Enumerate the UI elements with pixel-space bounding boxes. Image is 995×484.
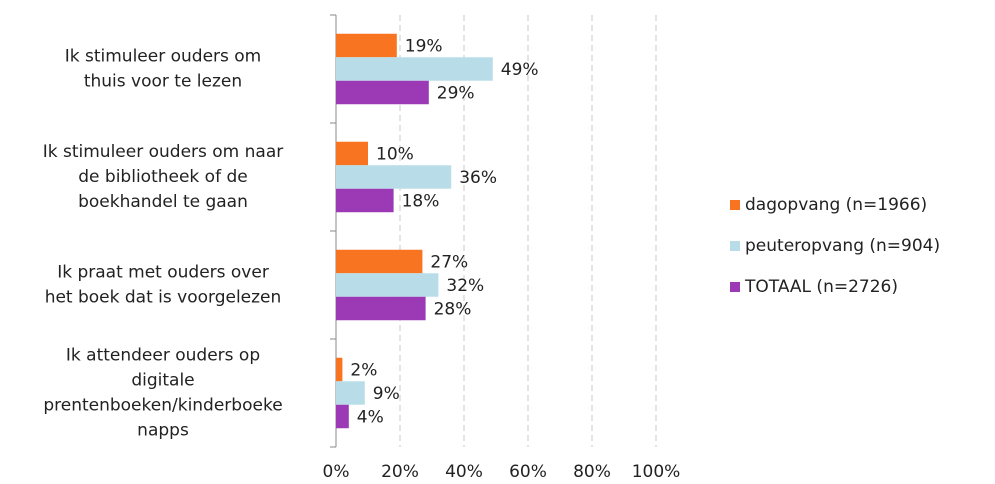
- category-label-line: Ik praat met ouders over: [57, 263, 269, 283]
- x-tick-label: 20%: [381, 462, 419, 482]
- value-label: 32%: [446, 276, 484, 296]
- x-tick-label: 40%: [445, 462, 483, 482]
- category-label-line: Ik stimuleer ouders om: [65, 47, 262, 67]
- x-tick-label: 60%: [509, 462, 547, 482]
- legend-label: dagopvang (n=1966): [745, 195, 927, 215]
- legend-swatch: [730, 200, 740, 210]
- category-label-line: het boek dat is voorgelezen: [45, 288, 282, 308]
- bar: [336, 80, 429, 105]
- x-tick-label: 0%: [323, 462, 350, 482]
- x-tick-label: 100%: [632, 462, 681, 482]
- bar: [336, 57, 493, 81]
- legend-swatch: [730, 241, 740, 251]
- category-label-line: digitale: [131, 371, 194, 391]
- category-label-line: boekhandel te gaan: [78, 192, 248, 212]
- bar: [336, 404, 349, 429]
- legend-label: peuteropvang (n=904): [745, 236, 940, 256]
- value-label: 9%: [373, 384, 400, 404]
- value-label: 19%: [405, 37, 443, 57]
- value-label: 27%: [430, 253, 468, 273]
- category-label: Ik stimuleer ouders om thuis voor te leze…: [65, 47, 262, 92]
- category-label-line: napps: [137, 421, 189, 441]
- category-label: Ik attendeer ouders op digitale prentenboe…: [43, 346, 282, 441]
- category-label-line: prentenboeken/kinderboeke: [43, 396, 282, 416]
- bar: [336, 249, 423, 274]
- category-label-line: de bibliotheek of de: [78, 167, 247, 187]
- legend-label: TOTAAL (n=2726): [744, 277, 898, 297]
- category-label: Ik stimuleer ouders om naar de bibliothee…: [43, 142, 284, 212]
- bar: [336, 273, 439, 297]
- value-label: 4%: [357, 408, 384, 428]
- value-label: 10%: [376, 145, 414, 165]
- category-label-line: thuis voor te lezen: [84, 72, 242, 92]
- bar: [336, 33, 397, 58]
- category-label-line: Ik attendeer ouders op: [66, 346, 260, 366]
- value-label: 36%: [459, 168, 497, 188]
- value-label: 28%: [434, 300, 472, 320]
- legend-swatch: [730, 282, 740, 292]
- value-label: 49%: [501, 60, 539, 80]
- category-label-line: Ik stimuleer ouders om naar: [43, 142, 284, 162]
- bar: [336, 141, 368, 166]
- value-label: 2%: [350, 361, 377, 381]
- bar: [336, 357, 343, 382]
- bar: [336, 381, 365, 405]
- value-label: 18%: [402, 192, 440, 212]
- category-label: Ik praat met ouders over het boek dat is …: [45, 263, 282, 308]
- x-tick-label: 80%: [573, 462, 611, 482]
- bar: [336, 165, 452, 189]
- bar: [336, 296, 426, 321]
- value-label: 29%: [437, 84, 475, 104]
- bar: [336, 188, 394, 213]
